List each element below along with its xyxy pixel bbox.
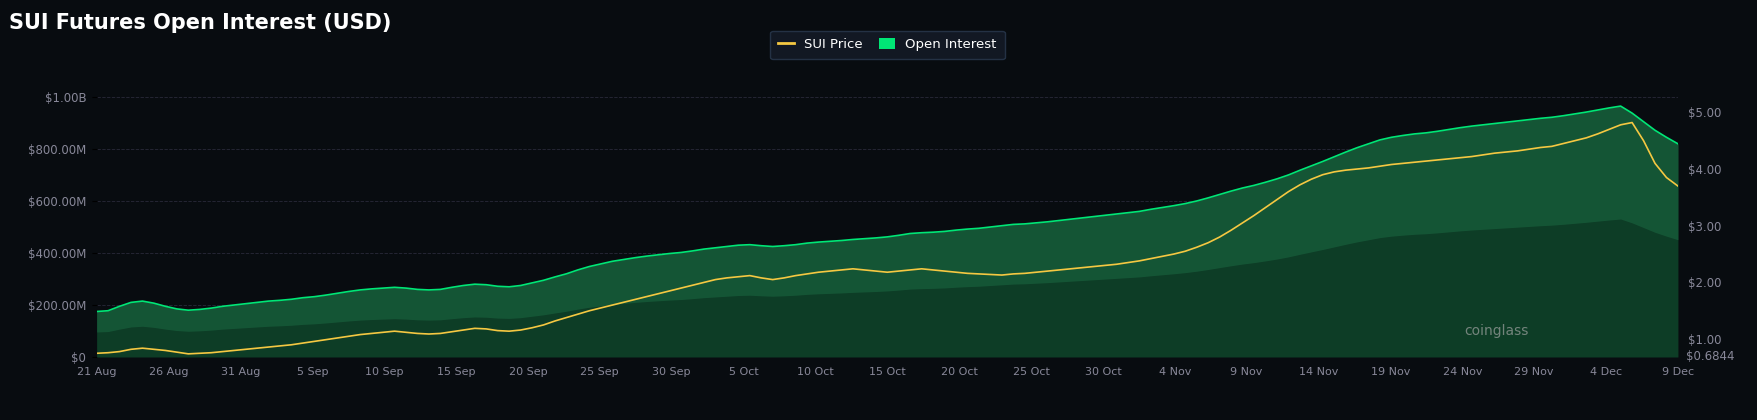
- Text: $0.6844: $0.6844: [1687, 351, 1734, 363]
- Text: coinglass: coinglass: [1465, 324, 1529, 338]
- Text: SUI Futures Open Interest (USD): SUI Futures Open Interest (USD): [9, 13, 392, 33]
- Legend: SUI Price, Open Interest: SUI Price, Open Interest: [770, 31, 1005, 59]
